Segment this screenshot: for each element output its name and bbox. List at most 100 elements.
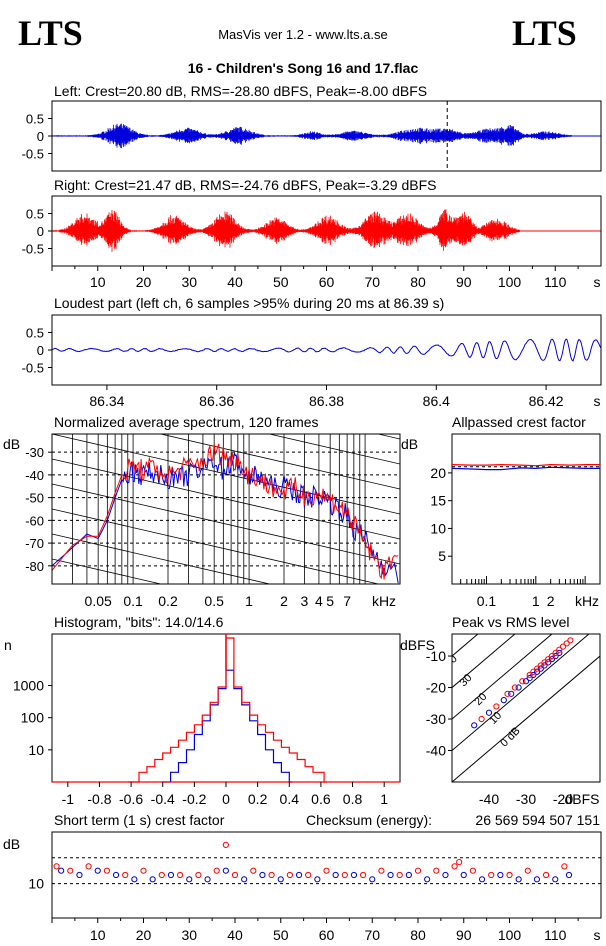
left-waveform-plot-frame bbox=[51, 100, 602, 172]
spectrum-slope-line bbox=[52, 458, 400, 540]
short-term-point-right bbox=[543, 871, 550, 879]
track-title: 16 - Children's Song 16 and 17.flac bbox=[188, 60, 419, 76]
peak-point-left bbox=[485, 709, 493, 716]
short-term-xtick-label: 70 bbox=[364, 927, 380, 943]
short-term-point-left bbox=[241, 876, 248, 883]
allpassed-xtick-label: 1 bbox=[532, 593, 540, 609]
peak-ytick-label: -30 bbox=[426, 711, 446, 727]
peak-diagonal bbox=[452, 634, 553, 720]
short-term-point-right bbox=[231, 871, 239, 879]
loudest-part-signal bbox=[51, 338, 602, 362]
short-term-point-left bbox=[552, 876, 559, 883]
peak-point-left bbox=[556, 649, 563, 656]
time-tick-label: 80 bbox=[410, 274, 426, 290]
short-term-point-left bbox=[533, 876, 541, 883]
short-term-point-right bbox=[524, 867, 531, 874]
loudest-part-title: Loudest part (left ch, 6 samples >95% du… bbox=[54, 295, 444, 311]
right-waveform-plot: 0.5 0 -0.5 bbox=[22, 207, 601, 257]
short-term-point-right bbox=[122, 871, 129, 879]
peak-diagonal-label: 30 bbox=[458, 672, 475, 689]
short-term-point-left bbox=[314, 876, 321, 883]
short-term-point-left bbox=[76, 871, 83, 879]
short-term-ytick-label: 10 bbox=[28, 876, 44, 892]
left-waveform-plot: 0.5 0 -0.5 bbox=[22, 112, 601, 162]
loudest-xtick-label: 86.36 bbox=[199, 393, 234, 409]
short-term-point-left bbox=[497, 871, 504, 879]
short-term-point-left bbox=[149, 876, 156, 883]
short-term-point-right bbox=[341, 871, 348, 879]
short-term-point-right bbox=[268, 871, 275, 879]
peak-diagonal-label: 10 bbox=[487, 710, 504, 727]
left-waveform-plot-ytick-label: 0.5 bbox=[26, 112, 44, 127]
peak-xtick-label: -30 bbox=[516, 791, 536, 807]
short-term-point-left bbox=[478, 876, 486, 883]
spectrum-xtick-label: 0.1 bbox=[123, 593, 143, 609]
time-tick-label: 110 bbox=[544, 274, 567, 290]
peak-point-left bbox=[537, 665, 544, 672]
histogram-xtick-label: 0.4 bbox=[280, 791, 300, 807]
allpassed-ytick-label: 5 bbox=[438, 548, 446, 564]
allpassed-xtick-label: 0.1 bbox=[477, 593, 497, 609]
short-term-point-left bbox=[565, 871, 573, 879]
short-term-xtick-label: 80 bbox=[410, 927, 426, 943]
peak-vs-rms-title: Peak vs RMS level bbox=[452, 614, 569, 630]
histogram-xtick-label: 1 bbox=[380, 791, 388, 807]
short-term-point-right bbox=[140, 867, 147, 874]
short-term-point-right bbox=[396, 871, 403, 879]
time-tick-label: 60 bbox=[319, 274, 335, 290]
peak-point-right bbox=[552, 649, 559, 656]
histogram-ytick-label: 1000 bbox=[13, 678, 44, 694]
histogram-xtick-label: 0.2 bbox=[248, 791, 268, 807]
peak-point-right bbox=[537, 662, 544, 669]
short-term-point-right bbox=[506, 871, 513, 879]
spectrum-xtick-label: 0.2 bbox=[158, 593, 178, 609]
histogram-xtick-label: -0.2 bbox=[182, 791, 206, 807]
histogram-series-left bbox=[162, 669, 293, 783]
short-term-point-left bbox=[222, 867, 229, 874]
short-term-point-right bbox=[561, 863, 568, 870]
spectrum-ytick-label: -60 bbox=[25, 513, 44, 528]
short-term-xtick-label: 20 bbox=[136, 927, 152, 943]
allpassed-crest-title: Allpassed crest factor bbox=[452, 414, 586, 430]
peak-point-right bbox=[511, 684, 519, 691]
short-term-xtick-label: 50 bbox=[273, 927, 289, 943]
short-term-xtick-label: 90 bbox=[456, 927, 472, 943]
peak-point-left bbox=[515, 684, 522, 691]
allpassed-ytick-label: 20 bbox=[430, 465, 446, 481]
logo-left: LTS bbox=[18, 13, 83, 53]
time-tick-label: 70 bbox=[364, 274, 380, 290]
short-term-point-right bbox=[85, 863, 92, 870]
left-waveform-plot-ytick-label: -0.5 bbox=[22, 147, 44, 162]
short-term-point-right bbox=[360, 871, 367, 879]
histogram-xtick-label: -0.8 bbox=[87, 791, 111, 807]
short-term-point-right bbox=[488, 871, 495, 879]
peak-point-left bbox=[508, 690, 515, 697]
peak-point-right bbox=[567, 637, 574, 644]
allpassed-xtick-label: 2 bbox=[547, 593, 555, 609]
peak-ytick-label: -40 bbox=[426, 743, 446, 759]
short-term-point-right bbox=[250, 867, 257, 874]
short-term-point-right bbox=[177, 871, 184, 879]
allpassed-series-left bbox=[451, 466, 600, 471]
short-term-point-left bbox=[442, 871, 449, 879]
right-waveform-plot-signal bbox=[51, 209, 520, 252]
peak-point-right bbox=[545, 656, 552, 663]
short-term-point-left bbox=[259, 871, 266, 879]
short-term-point-right bbox=[469, 867, 476, 874]
histogram-title: Histogram, "bits": 14.0/14.6 bbox=[54, 614, 224, 630]
spectrum-ytick-label: -80 bbox=[25, 559, 44, 574]
allpassed-frame bbox=[451, 433, 601, 585]
peak-xtick-label: dBFS bbox=[564, 791, 599, 807]
histogram-ytick-label: 100 bbox=[21, 710, 45, 726]
spectrum-xtick-label: 0.5 bbox=[204, 593, 224, 609]
short-term-point-left bbox=[424, 876, 431, 883]
peak-point-right bbox=[563, 640, 570, 647]
short-term-xtick-label: s bbox=[594, 927, 601, 943]
peak-point-right bbox=[534, 665, 541, 672]
peak-point-right bbox=[526, 671, 533, 679]
short-term-point-right bbox=[323, 867, 330, 874]
loudest-xtick-label: 86.4 bbox=[423, 393, 450, 409]
logo-right: LTS bbox=[512, 13, 577, 53]
peak-ytick-label: -20 bbox=[426, 680, 446, 696]
